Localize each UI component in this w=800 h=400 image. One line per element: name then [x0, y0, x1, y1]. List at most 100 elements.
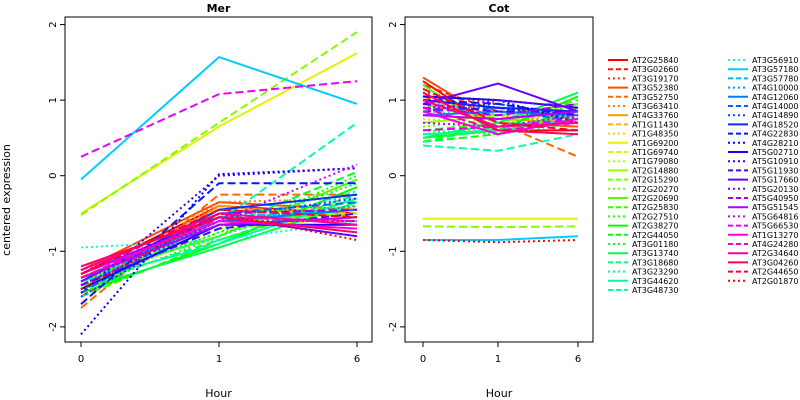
mer-plot-frame	[64, 16, 373, 343]
mer-series-line-at1g13270	[80, 220, 358, 275]
mer-series-line-at3g01180	[80, 182, 358, 283]
cot-series-line-at3g57180	[423, 235, 579, 241]
legend-label: AT4G18520	[752, 120, 798, 129]
legend-label: AT5G11930	[752, 166, 798, 175]
legend-label: AT2G25840	[632, 56, 678, 65]
legend-label: AT5G51545	[752, 203, 798, 212]
legend-label: AT4G28210	[752, 139, 798, 148]
cot-series-line-at5g20130	[422, 99, 579, 113]
legend-label: AT4G14000	[752, 102, 798, 111]
cot-y-tick-label: 1	[388, 97, 399, 103]
mer-x-axis-title: Hour	[205, 387, 232, 400]
legend-label: AT4G33760	[632, 111, 678, 120]
mer-series-line-at2g34640	[80, 212, 358, 272]
mer-series-line-at3g13740	[80, 201, 358, 291]
legend-label: AT3G02660	[632, 65, 678, 74]
legend-label: AT2G15290	[632, 176, 678, 185]
legend-label: AT3G57780	[752, 74, 798, 83]
mer-series-line-at3g57180	[80, 55, 358, 181]
cot-y-tick-label: -1	[388, 246, 399, 256]
mer-series-line-at2g15290	[80, 31, 358, 216]
legend-label: AT3G63410	[632, 102, 678, 111]
legend-label: AT1G48350	[632, 130, 678, 139]
cot-series-line-at5g11930	[422, 102, 578, 113]
legend-label: AT3G13740	[632, 249, 678, 258]
legend-label: AT1G69740	[632, 148, 678, 157]
cot-plot-frame	[404, 16, 594, 343]
mer-y-tick-label: -1	[48, 246, 59, 256]
cot-y-tick-label: -2	[388, 322, 399, 332]
cot-x-tick-label: 6	[575, 354, 581, 365]
legend-label: AT4G22830	[752, 130, 798, 139]
cot-series-line-at2g44650	[422, 87, 579, 132]
cot-y-tick-label: 0	[388, 173, 399, 179]
mer-series-line-at2g44650	[80, 208, 358, 275]
legend-label: AT5G10910	[752, 157, 798, 166]
legend-label: AT1G11430	[632, 120, 678, 129]
legend-label: AT2G44050	[632, 231, 678, 240]
mer-series-line-at3g04260	[80, 216, 358, 268]
legend-label: AT3G18680	[632, 258, 678, 267]
mer-series-line-at5g10910	[80, 167, 358, 294]
legend-label: AT2G34640	[752, 249, 798, 258]
legend-label: AT3G01180	[632, 240, 678, 249]
legend-label: AT5G66530	[752, 222, 798, 231]
cot-series-line-at3g48730	[422, 133, 579, 152]
mer-series-line-at5g11930	[80, 212, 358, 287]
legend-label: AT4G10000	[752, 84, 798, 93]
legend-label: AT3G44620	[632, 277, 678, 286]
cot-x-axis-title: Hour	[486, 387, 513, 400]
mer-series-line-at2g01870	[80, 212, 358, 290]
mer-series-line-at3g52750	[80, 193, 357, 309]
legend-label: AT1G79080	[632, 157, 678, 166]
cot-series-line-at5g40950	[422, 102, 579, 117]
legend-label: AT2G20690	[632, 194, 678, 203]
mer-y-tick-label: 1	[48, 97, 59, 103]
legend-label: AT3G04260	[752, 258, 798, 267]
mer-series-line-at3g23290	[80, 189, 358, 279]
legend-label: AT2G20270	[632, 185, 678, 194]
mer-y-tick-label: -2	[48, 322, 59, 332]
cot-series-line-at5g17660	[422, 82, 579, 113]
mer-series-line-at4g28210	[80, 167, 358, 336]
legend: AT2G25840AT3G02660AT3G19170AT3G52380AT3G…	[608, 56, 798, 295]
legend-label: AT5G20130	[752, 185, 798, 194]
legend-label: AT2G25830	[632, 203, 678, 212]
cot-series-line-at5g10910	[422, 99, 579, 117]
legend-label: AT4G24280	[752, 240, 798, 249]
cot-y-tick-label: 2	[388, 21, 399, 27]
plot-layer: Mer -2 -1 0 1 2 0 1 6 Hour Cot -2 -1 0 1 2 0 1 6 Hour	[48, 2, 594, 400]
cot-series-line-at3g04260	[422, 91, 579, 136]
legend-label: AT2G44650	[752, 268, 798, 277]
mer-y-tick-label: 0	[48, 173, 59, 179]
legend-label: AT2G38270	[632, 222, 678, 231]
mer-series-line-at5g66530	[80, 80, 358, 158]
cot-panel-title: Cot	[489, 2, 510, 15]
cot-x-tick-label: 1	[495, 354, 501, 365]
mer-panel-title: Mer	[207, 2, 231, 15]
cot-x-tick-label: 0	[420, 354, 426, 365]
legend-label: AT5G02710	[752, 148, 798, 157]
mer-series-line-at5g40950	[80, 208, 358, 283]
legend-label: AT3G52380	[632, 84, 678, 93]
legend-label: AT1G13270	[752, 231, 798, 240]
legend-label: AT3G56910	[752, 56, 798, 65]
legend-label: AT5G17660	[752, 176, 798, 185]
legend-label: AT5G64816	[752, 212, 798, 221]
legend-label: AT3G57180	[752, 65, 798, 74]
cot-series-line-at2g34640	[422, 99, 579, 128]
cot-series-line-at2g01870	[422, 239, 579, 244]
legend-label: AT1G69200	[632, 139, 678, 148]
mer-y-tick-label: 2	[48, 21, 59, 27]
legend-label: AT3G48730	[632, 286, 678, 295]
mer-x-tick-label: 1	[216, 354, 222, 365]
legend-label: AT4G12060	[752, 93, 798, 102]
mer-series-line-at3g18680	[80, 193, 358, 287]
legend-label: AT5G40950	[752, 194, 798, 203]
mer-x-tick-label: 6	[354, 354, 360, 365]
legend-label: AT3G23290	[632, 268, 678, 277]
cot-series-line-at4g22830	[422, 99, 579, 117]
mer-series-line-at5g20130	[80, 220, 357, 287]
legend-label: AT4G14890	[752, 111, 798, 120]
